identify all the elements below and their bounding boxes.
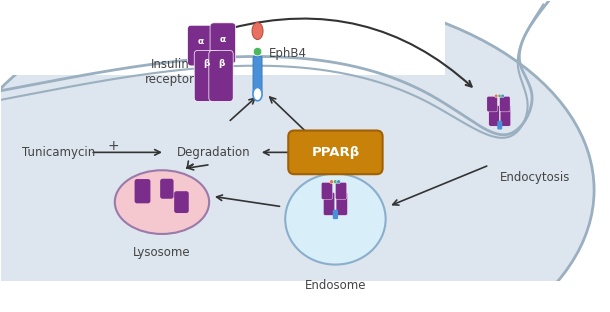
Text: Lysosome: Lysosome bbox=[133, 246, 191, 259]
Text: α: α bbox=[197, 37, 204, 46]
Text: Endocytosis: Endocytosis bbox=[500, 171, 570, 184]
Ellipse shape bbox=[115, 170, 209, 234]
FancyBboxPatch shape bbox=[487, 96, 498, 112]
Text: Endosome: Endosome bbox=[304, 279, 366, 291]
FancyBboxPatch shape bbox=[333, 210, 338, 219]
FancyBboxPatch shape bbox=[500, 105, 511, 126]
FancyBboxPatch shape bbox=[500, 96, 510, 112]
FancyBboxPatch shape bbox=[209, 51, 233, 101]
FancyBboxPatch shape bbox=[194, 51, 218, 101]
Circle shape bbox=[498, 94, 501, 98]
FancyBboxPatch shape bbox=[323, 193, 335, 215]
Circle shape bbox=[495, 94, 498, 98]
Circle shape bbox=[337, 180, 340, 184]
FancyBboxPatch shape bbox=[160, 179, 173, 199]
FancyBboxPatch shape bbox=[336, 182, 347, 199]
Bar bbox=[0, 281, 610, 312]
Text: PPARβ: PPARβ bbox=[311, 146, 359, 159]
Text: Insulin
receptor: Insulin receptor bbox=[145, 58, 195, 86]
FancyBboxPatch shape bbox=[210, 23, 235, 63]
FancyBboxPatch shape bbox=[497, 121, 502, 129]
FancyBboxPatch shape bbox=[174, 191, 188, 213]
Text: Degradation: Degradation bbox=[177, 146, 251, 159]
Text: +: + bbox=[107, 139, 119, 153]
Ellipse shape bbox=[252, 22, 263, 40]
Ellipse shape bbox=[285, 173, 386, 265]
Text: β: β bbox=[203, 59, 210, 68]
FancyBboxPatch shape bbox=[187, 25, 213, 66]
Bar bbox=[0, 0, 445, 75]
FancyBboxPatch shape bbox=[321, 182, 332, 199]
Text: Tunicamycin: Tunicamycin bbox=[22, 146, 95, 159]
Circle shape bbox=[329, 180, 334, 184]
Text: EphB4: EphB4 bbox=[268, 47, 306, 60]
Ellipse shape bbox=[0, 0, 594, 312]
Text: α: α bbox=[220, 35, 226, 44]
Circle shape bbox=[501, 94, 504, 98]
Text: β: β bbox=[218, 59, 224, 68]
Circle shape bbox=[253, 47, 262, 56]
Ellipse shape bbox=[253, 87, 262, 101]
FancyBboxPatch shape bbox=[336, 193, 348, 215]
FancyBboxPatch shape bbox=[489, 105, 500, 126]
FancyBboxPatch shape bbox=[289, 130, 382, 174]
FancyBboxPatch shape bbox=[135, 179, 151, 203]
FancyBboxPatch shape bbox=[253, 56, 262, 93]
Circle shape bbox=[334, 180, 337, 184]
